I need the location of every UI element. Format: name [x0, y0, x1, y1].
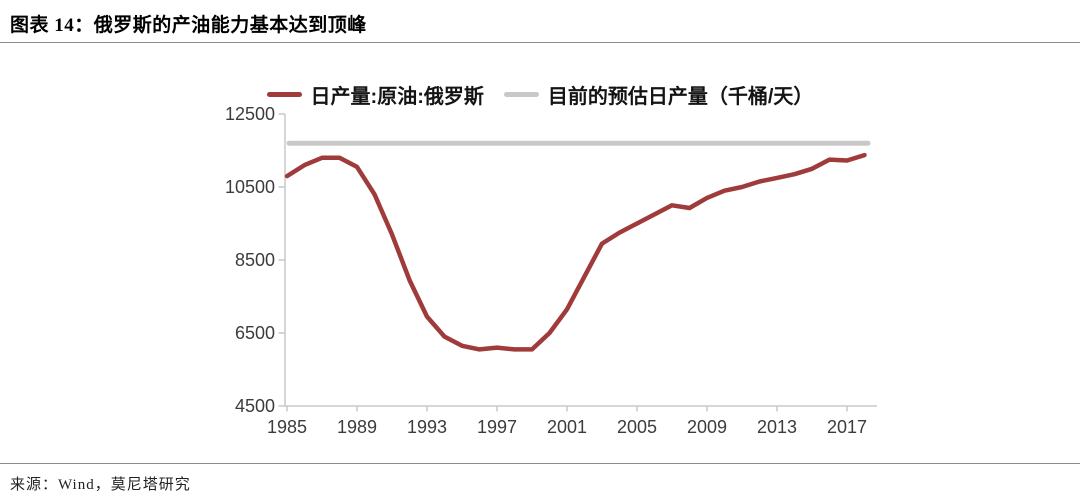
chart-region: 日产量:原油:俄罗斯 目前的预估日产量（千桶/天） 4500 6500 8500 10… — [0, 43, 1080, 463]
y-tick-label: 6500 — [235, 323, 275, 343]
series-line-russia-production — [284, 152, 867, 352]
x-tick-label: 1989 — [337, 417, 377, 437]
figure-header: 图表 14：俄罗斯的产油能力基本达到顶峰 — [0, 0, 1080, 43]
x-tick-label: 2005 — [617, 417, 657, 437]
legend-swatch-red-line — [266, 92, 302, 97]
x-tick-label: 2009 — [687, 417, 727, 437]
y-tick-label: 12500 — [225, 104, 275, 124]
source-text: 来源：Wind，莫尼塔研究 — [10, 477, 191, 493]
figure-title: 图表 14：俄罗斯的产油能力基本达到顶峰 — [10, 15, 367, 36]
legend-item-production: 日产量:原油:俄罗斯 — [266, 80, 484, 109]
x-tick-label: 2001 — [547, 417, 587, 437]
x-tick-label: 1997 — [477, 417, 517, 437]
chart-canvas: 4500 6500 8500 10500 12500 1985 1989 1993 1997 20… — [225, 104, 877, 437]
y-tick-label: 8500 — [235, 250, 275, 270]
legend-swatch-gray-line — [503, 92, 539, 97]
x-tick-label: 2013 — [757, 417, 797, 437]
legend-label-estimate: 目前的预估日产量（千桶/天） — [547, 86, 814, 108]
figure-footer: 来源：Wind，莫尼塔研究 — [0, 463, 1080, 504]
y-tick-label: 4500 — [235, 396, 275, 416]
x-tick-label: 2017 — [827, 417, 867, 437]
legend-label-production: 日产量:原油:俄罗斯 — [310, 86, 484, 108]
x-tick-label: 1985 — [267, 417, 307, 437]
chart-legend: 日产量:原油:俄罗斯 目前的预估日产量（千桶/天） — [0, 80, 1080, 109]
x-tick-label: 1993 — [407, 417, 447, 437]
legend-item-estimate: 目前的预估日产量（千桶/天） — [503, 80, 814, 109]
y-tick-label: 10500 — [225, 177, 275, 197]
